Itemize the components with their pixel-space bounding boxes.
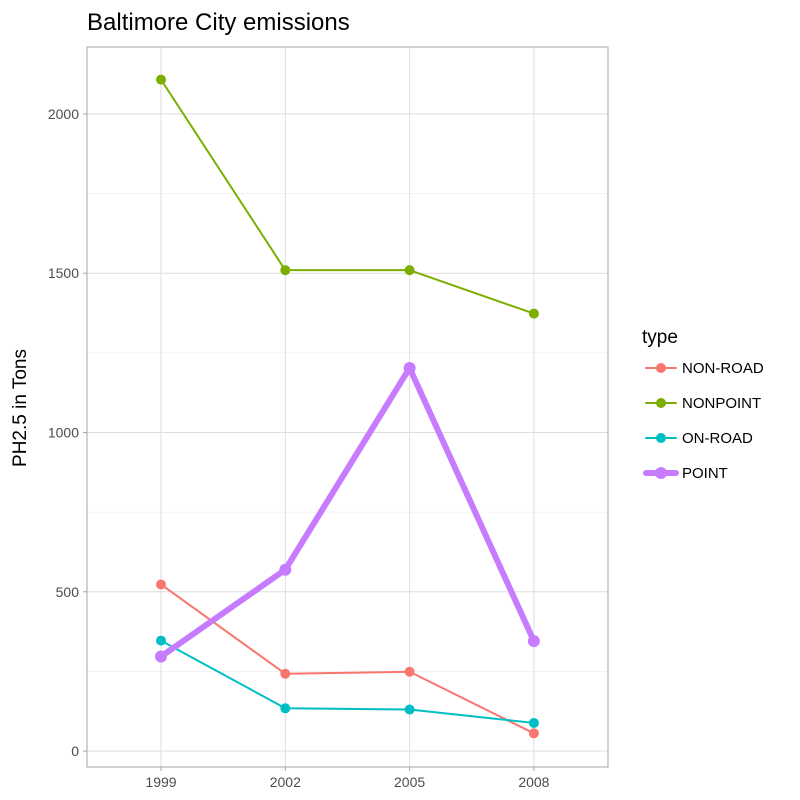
legend: type NON-ROAD NONPOINT ON-ROAD POINT	[642, 327, 764, 482]
data-point-on-road	[528, 717, 539, 728]
y-tick-label: 1500	[48, 265, 79, 281]
y-tick-label: 2000	[48, 106, 79, 122]
data-point-non-road	[280, 668, 291, 679]
data-point-on-road	[404, 704, 415, 715]
series-line-point	[158, 364, 537, 660]
series-line-nonpoint	[160, 78, 535, 315]
legend-key-point-non-road	[656, 363, 666, 373]
series-line-non-road	[160, 583, 535, 735]
legend-title: type	[642, 327, 678, 348]
legend-label-on-road: ON-ROAD	[682, 430, 753, 447]
data-point-point	[279, 563, 292, 576]
x-tick-label: 2008	[518, 774, 549, 790]
data-point-on-road	[156, 635, 166, 646]
data-point-point	[403, 361, 416, 374]
plot-area: 0 500 1000 1500 2000 1999 2002 2005 2008	[48, 46, 609, 790]
legend-key-point-on-road	[656, 433, 666, 443]
data-point-on-road	[280, 703, 291, 714]
legend-label-point: POINT	[682, 465, 728, 482]
y-tick-label: 0	[71, 743, 79, 759]
legend-key-point-nonpoint	[656, 398, 666, 408]
data-point-nonpoint	[280, 265, 291, 276]
y-tick-label: 500	[56, 584, 80, 600]
legend-key-point-point	[655, 467, 667, 479]
x-tick-label: 1999	[145, 774, 176, 790]
data-point-nonpoint	[528, 308, 539, 319]
data-point-non-road	[404, 666, 415, 677]
x-tick-label: 2005	[394, 774, 425, 790]
data-point-point	[527, 635, 540, 648]
data-point-point	[155, 650, 167, 663]
series-line-on-road	[160, 639, 535, 724]
chart-title: Baltimore City emissions	[87, 9, 350, 36]
data-point-non-road	[156, 579, 166, 590]
y-axis-title: PH2.5 in Tons	[10, 349, 31, 467]
panel-border	[86, 46, 609, 768]
data-point-non-road	[528, 728, 539, 739]
data-point-nonpoint	[404, 265, 415, 276]
x-tick-label: 2002	[270, 774, 301, 790]
legend-label-nonpoint: NONPOINT	[682, 395, 761, 412]
legend-label-non-road: NON-ROAD	[682, 360, 764, 377]
data-point-nonpoint	[156, 74, 166, 85]
y-tick-label: 1000	[48, 424, 79, 440]
